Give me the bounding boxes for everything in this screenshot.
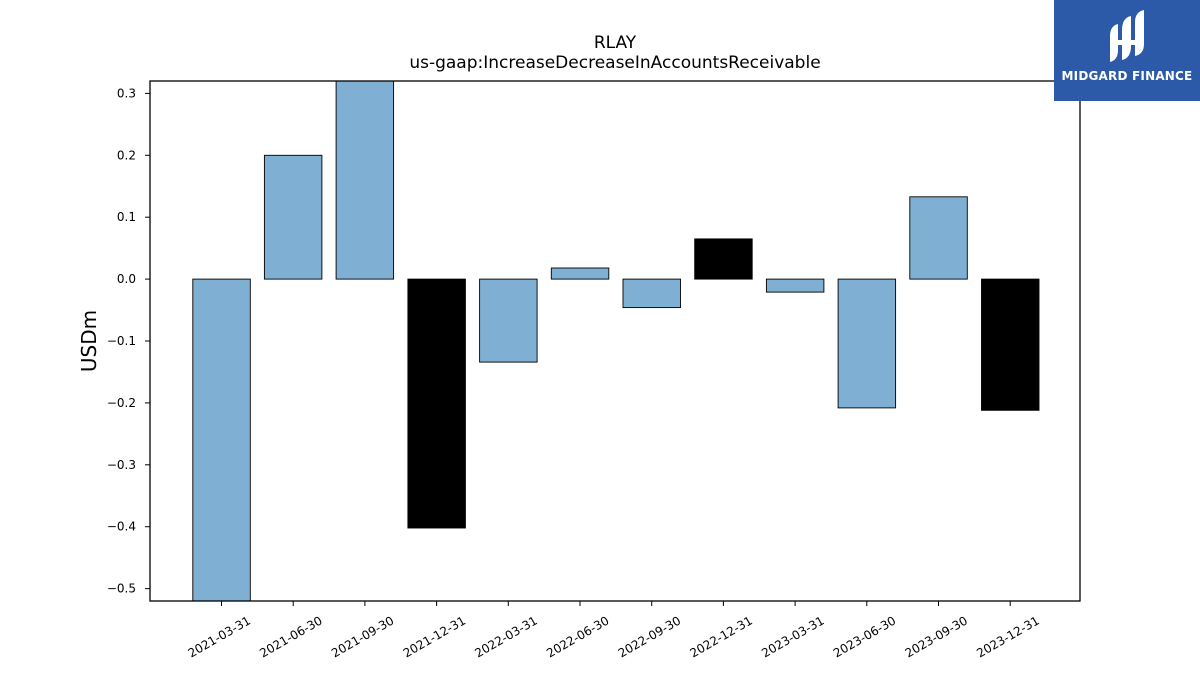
chart-subtitle: us-gaap:IncreaseDecreaseInAccountsReceiv… <box>409 53 820 73</box>
bar-2022-06-30 <box>550 267 610 280</box>
x-tick-label: 2023-06-30 <box>831 613 898 660</box>
x-tick-label: 2021-12-31 <box>401 613 468 660</box>
bar-2022-12-31 <box>694 238 753 280</box>
bar-2023-09-30 <box>909 196 968 280</box>
y-tick-label: −0.3 <box>107 458 136 472</box>
x-ticks-group: 2021-03-31 2021-06-30 2021-09-30 2021-12-31… <box>186 601 1042 660</box>
y-tick-label: 0.1 <box>117 210 136 224</box>
x-tick-label: 2022-06-30 <box>544 613 611 660</box>
bar-2021-06-30 <box>263 154 323 280</box>
x-tick-label: 2021-06-30 <box>257 613 324 660</box>
y-tick-label: −0.5 <box>107 582 136 596</box>
bars-group <box>192 80 1040 602</box>
x-tick-label: 2023-12-31 <box>974 613 1041 660</box>
x-tick-label: 2021-09-30 <box>329 613 396 660</box>
chart-title: RLAY <box>594 33 637 53</box>
bar-2022-03-31 <box>479 278 538 363</box>
y-tick-label: 0.3 <box>117 86 136 100</box>
x-tick-label: 2023-09-30 <box>903 613 970 660</box>
plot-frame <box>149 80 1081 602</box>
midgard-logo-icon <box>1110 10 1144 62</box>
y-tick-label: −0.1 <box>107 334 136 348</box>
y-tick-label: −0.4 <box>107 520 136 534</box>
bar-2023-03-31 <box>765 278 825 293</box>
bar-2021-12-31 <box>407 278 466 529</box>
bar-2021-09-30 <box>335 80 395 280</box>
bar-2023-12-31 <box>981 278 1040 411</box>
y-tick-label: 0.0 <box>117 272 136 286</box>
y-axis-label: USDm <box>77 310 101 372</box>
x-tick-label: 2023-03-31 <box>759 613 826 660</box>
logo-text: MIDGARD FINANCE <box>1061 69 1193 83</box>
y-tick-label: 0.2 <box>117 148 136 162</box>
x-tick-label: 2022-03-31 <box>472 613 539 660</box>
y-ticks-group: 0.3 0.2 0.1 0.0 −0.1 −0.2 −0.3 −0.4 −0.5 <box>107 86 150 596</box>
bar-2023-06-30 <box>837 278 897 409</box>
x-tick-label: 2022-09-30 <box>616 613 683 660</box>
x-tick-label: 2022-12-31 <box>687 613 754 660</box>
y-tick-label: −0.2 <box>107 396 136 410</box>
x-tick-label: 2021-03-31 <box>186 613 253 660</box>
bar-2022-09-30 <box>622 278 681 309</box>
bar-2021-03-31 <box>192 278 251 602</box>
midgard-finance-logo: MIDGARD FINANCE <box>1054 0 1200 101</box>
